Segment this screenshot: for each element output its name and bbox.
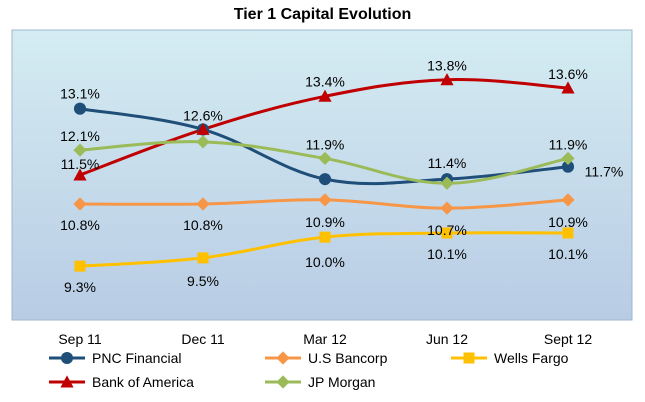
data-label-jp-morgan-1: 12.1%	[60, 128, 100, 144]
data-label-pnc-financial-2: 12.6%	[183, 107, 223, 123]
x-tick-label: Dec 11	[181, 331, 225, 347]
legend-item-pnc-financial: PNC Financial	[48, 350, 181, 366]
data-label-bank-of-america-1: 11.5%	[61, 156, 100, 172]
data-point-wells-fargo-4	[441, 227, 453, 239]
legend-item-u-s-bancorp: U.S Bancorp	[264, 350, 387, 366]
data-point-bank-of-america-1	[73, 168, 87, 181]
data-label-bank-of-america-4: 13.8%	[427, 58, 467, 74]
legend-swatch-bank-of-america	[49, 375, 85, 388]
data-point-bank-of-america-2	[196, 122, 210, 135]
data-point-u-s-bancorp-2	[196, 197, 210, 211]
data-label-pnc-financial-1: 13.1%	[60, 86, 100, 102]
legend-label-u-s-bancorp: U.S Bancorp	[308, 350, 388, 366]
data-label-pnc-financial-5: 11.7%	[585, 164, 624, 180]
data-point-wells-fargo-5	[562, 227, 574, 239]
data-point-wells-fargo-1	[74, 260, 86, 272]
data-point-pnc-financial-5	[561, 160, 575, 173]
legend-swatch-pnc-financial	[49, 351, 85, 365]
data-label-wells-fargo-1: 9.3%	[64, 279, 96, 295]
legend-swatch-jp-morgan	[265, 375, 301, 389]
data-point-wells-fargo-2	[197, 252, 209, 264]
data-label-bank-of-america-3: 13.4%	[305, 73, 345, 89]
data-point-jp-morgan-2	[196, 135, 210, 149]
x-tick-label: Jun 12	[426, 331, 468, 347]
data-label-wells-fargo-4: 10.1%	[427, 246, 467, 262]
data-point-jp-morgan-3	[318, 151, 332, 166]
data-point-bank-of-america-4	[440, 73, 454, 86]
data-point-u-s-bancorp-3	[318, 193, 332, 207]
data-point-bank-of-america-3	[318, 89, 332, 102]
legend-swatch-u-s-bancorp	[265, 351, 301, 365]
legend-item-wells-fargo: Wells Fargo	[450, 350, 568, 366]
data-point-u-s-bancorp-4	[440, 201, 454, 215]
data-point-u-s-bancorp-5	[561, 193, 575, 207]
legend-label-wells-fargo: Wells Fargo	[494, 350, 569, 366]
data-label-wells-fargo-3: 10.0%	[305, 254, 345, 270]
data-label-u-s-bancorp-3: 10.9%	[305, 214, 345, 230]
data-point-u-s-bancorp-1	[73, 197, 87, 211]
data-label-u-s-bancorp-4: 10.7%	[427, 222, 467, 238]
x-tick-label: Sept 12	[544, 331, 592, 347]
data-label-u-s-bancorp-5: 10.9%	[548, 214, 588, 230]
legend: PNC Financial U.S Bancorp Wells Fargo Bank …	[48, 350, 628, 398]
x-tick-label: Sep 11	[58, 331, 102, 347]
data-point-jp-morgan-1	[73, 143, 87, 157]
data-label-wells-fargo-2: 9.5%	[187, 273, 219, 289]
data-label-wells-fargo-5: 10.1%	[548, 246, 588, 262]
data-point-jp-morgan-4	[440, 176, 454, 190]
legend-item-jp-morgan: JP Morgan	[264, 374, 375, 390]
data-label-jp-morgan-3: 11.9%	[306, 136, 345, 152]
data-point-pnc-financial-3	[318, 173, 332, 186]
data-point-bank-of-america-5	[561, 81, 575, 94]
data-label-u-s-bancorp-1: 10.8%	[60, 217, 100, 233]
legend-swatch-wells-fargo	[451, 352, 487, 364]
data-label-u-s-bancorp-2: 10.8%	[183, 217, 223, 233]
legend-label-pnc-financial: PNC Financial	[92, 350, 182, 366]
data-label-pnc-financial-4: 11.4%	[428, 155, 467, 171]
data-label-bank-of-america-5: 13.6%	[548, 66, 588, 82]
data-point-pnc-financial-1	[73, 102, 87, 115]
chart-title: Tier 1 Capital Evolution	[233, 6, 412, 23]
data-point-jp-morgan-5	[561, 151, 575, 166]
legend-label-jp-morgan: JP Morgan	[308, 374, 376, 390]
data-label-jp-morgan-5: 11.9%	[549, 136, 588, 152]
data-point-wells-fargo-3	[319, 231, 331, 243]
x-tick-label: Mar 12	[303, 331, 347, 347]
legend-item-bank-of-america: Bank of America	[48, 374, 194, 390]
legend-label-bank-of-america: Bank of America	[92, 374, 194, 390]
